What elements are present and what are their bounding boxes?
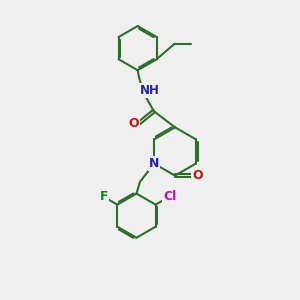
Text: Cl: Cl xyxy=(163,190,176,203)
Text: O: O xyxy=(192,169,203,182)
Text: NH: NH xyxy=(140,84,160,97)
Text: N: N xyxy=(149,157,159,170)
Text: O: O xyxy=(129,117,140,130)
Text: F: F xyxy=(100,190,108,203)
